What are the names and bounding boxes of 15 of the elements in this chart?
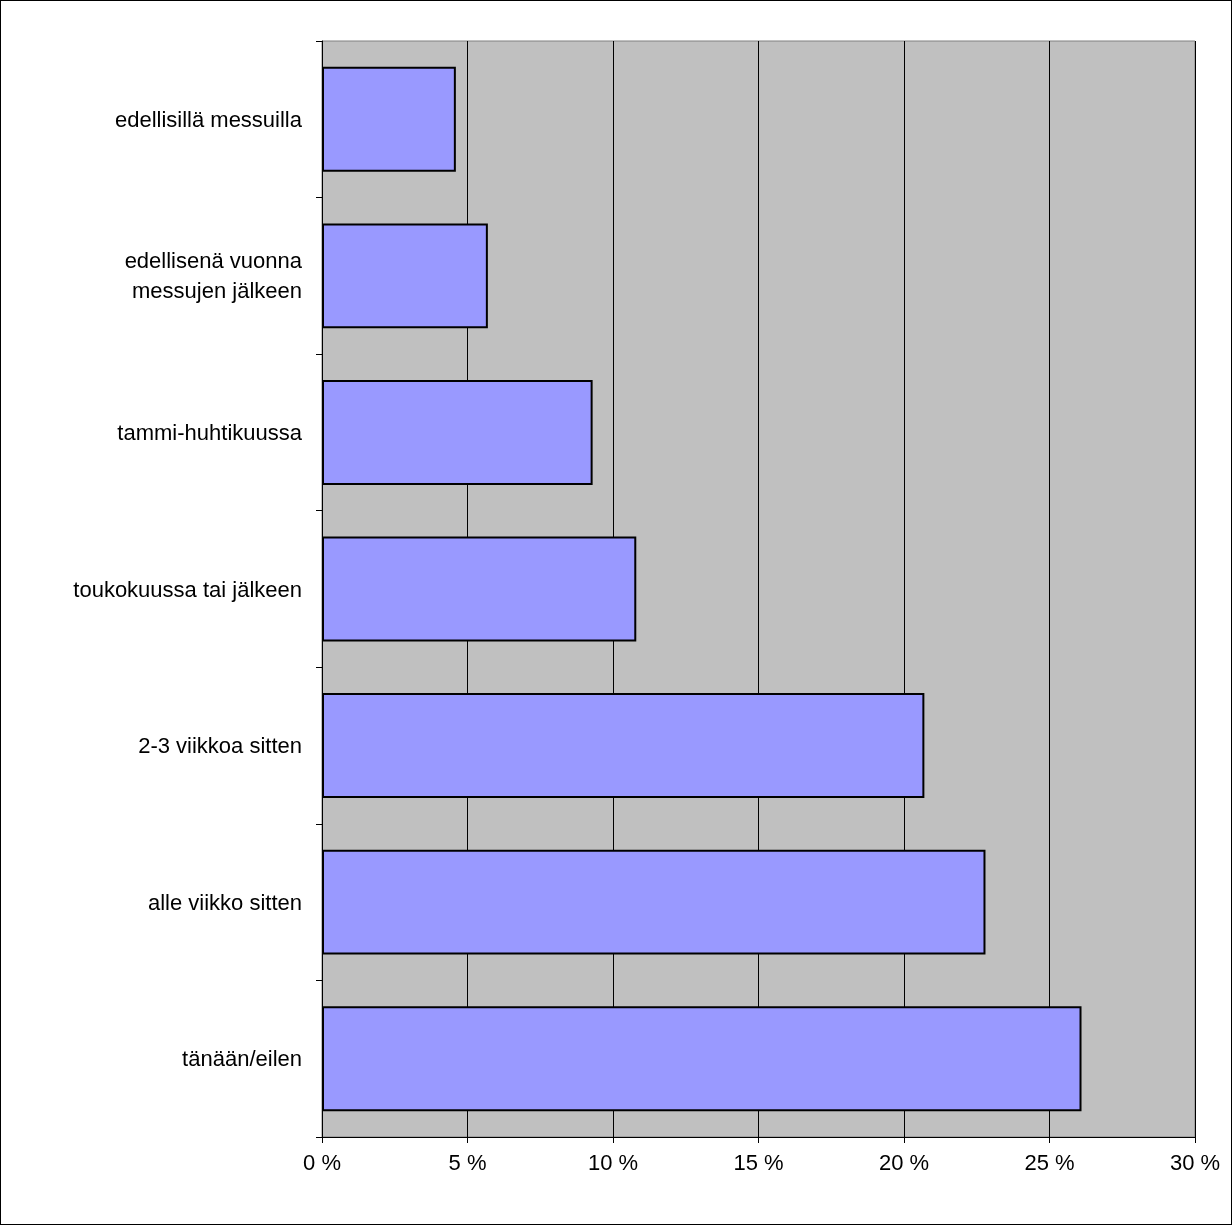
x-tick-label: 0 % [303,1149,341,1175]
x-tick-label: 25 % [1024,1149,1075,1175]
x-tick-label: 5 % [448,1149,487,1175]
y-tick-label: tammi-huhtikuussa [117,419,303,445]
y-tick-label: edellisenä vuonna messujen jälkeen [124,248,303,304]
x-tick-label: 30 % [1169,1149,1221,1175]
y-tick-label: toukokuussa tai jälkeen [73,576,302,602]
y-tick-label: edellisillä messuilla [114,106,303,132]
x-tick-label: 10 % [587,1149,639,1175]
y-tick-label: alle viikko sitten [147,889,302,915]
x-tick-label: 15 % [733,1149,784,1175]
bar [322,66,456,172]
y-tick-label: tänään/eilen [182,1046,302,1072]
x-tick-label: 20 % [878,1149,930,1175]
y-tick-label: 2-3 viikkoa sitten [138,733,302,759]
